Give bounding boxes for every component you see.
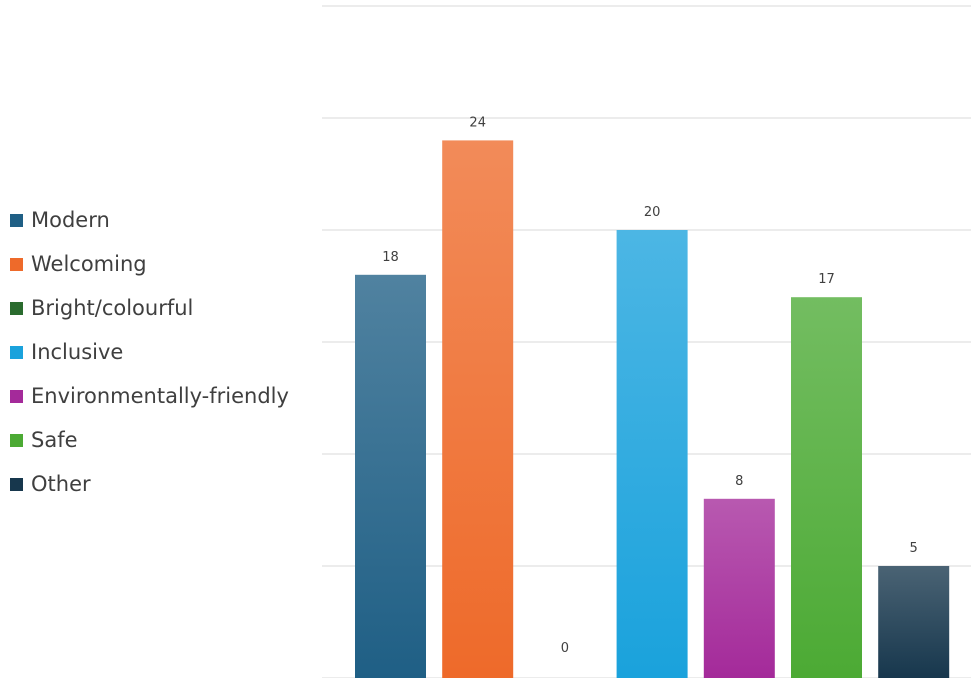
chart-legend: Modern Welcoming Bright/colourful Inclusive… [10, 198, 289, 506]
data-label-other: 5 [910, 541, 918, 556]
legend-item: Bright/colourful [10, 286, 289, 330]
legend-swatch [10, 389, 23, 403]
bar-environmentally-friendly [703, 498, 775, 678]
data-label-safe: 17 [818, 272, 835, 287]
legend-item: Safe [10, 418, 289, 462]
bar-inclusive [616, 230, 688, 678]
data-label-bright-colourful: 0 [561, 641, 569, 656]
legend-swatch [10, 345, 23, 359]
legend-item: Other [10, 462, 289, 506]
legend-label: Welcoming [31, 252, 147, 276]
legend-label: Other [31, 472, 91, 496]
legend-item: Welcoming [10, 242, 289, 286]
bar-safe [791, 297, 862, 678]
data-label-inclusive: 20 [644, 205, 661, 220]
legend-label: Inclusive [31, 340, 124, 364]
data-label-welcoming: 24 [469, 115, 486, 130]
bar-other [878, 566, 950, 678]
legend-item: Modern [10, 198, 289, 242]
legend-item: Environmentally-friendly [10, 374, 289, 418]
legend-item: Inclusive [10, 330, 289, 374]
legend-swatch [10, 257, 23, 271]
legend-swatch [10, 213, 23, 227]
legend-swatch [10, 477, 23, 491]
legend-label: Bright/colourful [31, 296, 194, 320]
legend-label: Modern [31, 208, 110, 232]
data-label-modern: 18 [382, 250, 399, 265]
legend-label: Safe [31, 428, 78, 452]
legend-label: Environmentally-friendly [31, 384, 289, 408]
data-label-environmentally-friendly: 8 [735, 474, 743, 489]
bar-welcoming [442, 140, 514, 678]
bar-modern [355, 274, 426, 678]
legend-swatch [10, 301, 23, 315]
bars [355, 140, 950, 678]
data-labels: 18 24 0 20 8 17 5 [382, 115, 918, 656]
legend-swatch [10, 433, 23, 447]
